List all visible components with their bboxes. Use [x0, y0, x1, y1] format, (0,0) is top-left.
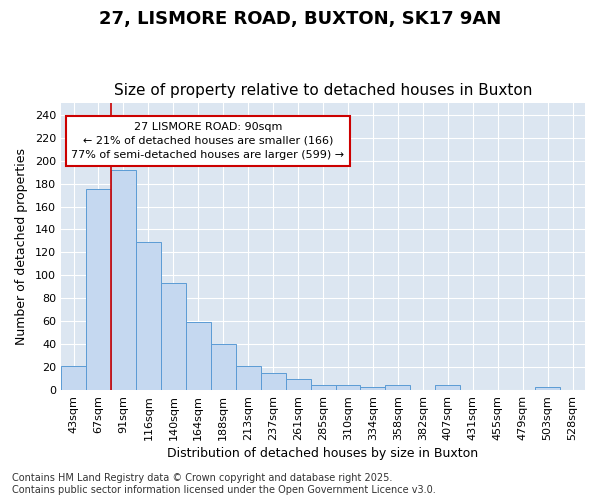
Text: 27 LISMORE ROAD: 90sqm
← 21% of detached houses are smaller (166)
77% of semi-de: 27 LISMORE ROAD: 90sqm ← 21% of detached…	[71, 122, 344, 160]
Bar	[86, 190, 111, 390]
Bar	[211, 344, 236, 390]
Bar	[260, 373, 286, 390]
Y-axis label: Number of detached properties: Number of detached properties	[15, 148, 28, 345]
Bar	[236, 366, 260, 390]
Bar	[361, 386, 385, 390]
Bar	[186, 322, 211, 390]
Title: Size of property relative to detached houses in Buxton: Size of property relative to detached ho…	[114, 83, 532, 98]
Bar	[436, 386, 460, 390]
Text: Contains HM Land Registry data © Crown copyright and database right 2025.
Contai: Contains HM Land Registry data © Crown c…	[12, 474, 436, 495]
Bar	[335, 386, 361, 390]
Bar	[136, 242, 161, 390]
Text: 27, LISMORE ROAD, BUXTON, SK17 9AN: 27, LISMORE ROAD, BUXTON, SK17 9AN	[99, 10, 501, 28]
X-axis label: Distribution of detached houses by size in Buxton: Distribution of detached houses by size …	[167, 447, 479, 460]
Bar	[161, 284, 186, 390]
Bar	[311, 386, 335, 390]
Bar	[286, 378, 311, 390]
Bar	[61, 366, 86, 390]
Bar	[535, 386, 560, 390]
Bar	[385, 386, 410, 390]
Bar	[111, 170, 136, 390]
